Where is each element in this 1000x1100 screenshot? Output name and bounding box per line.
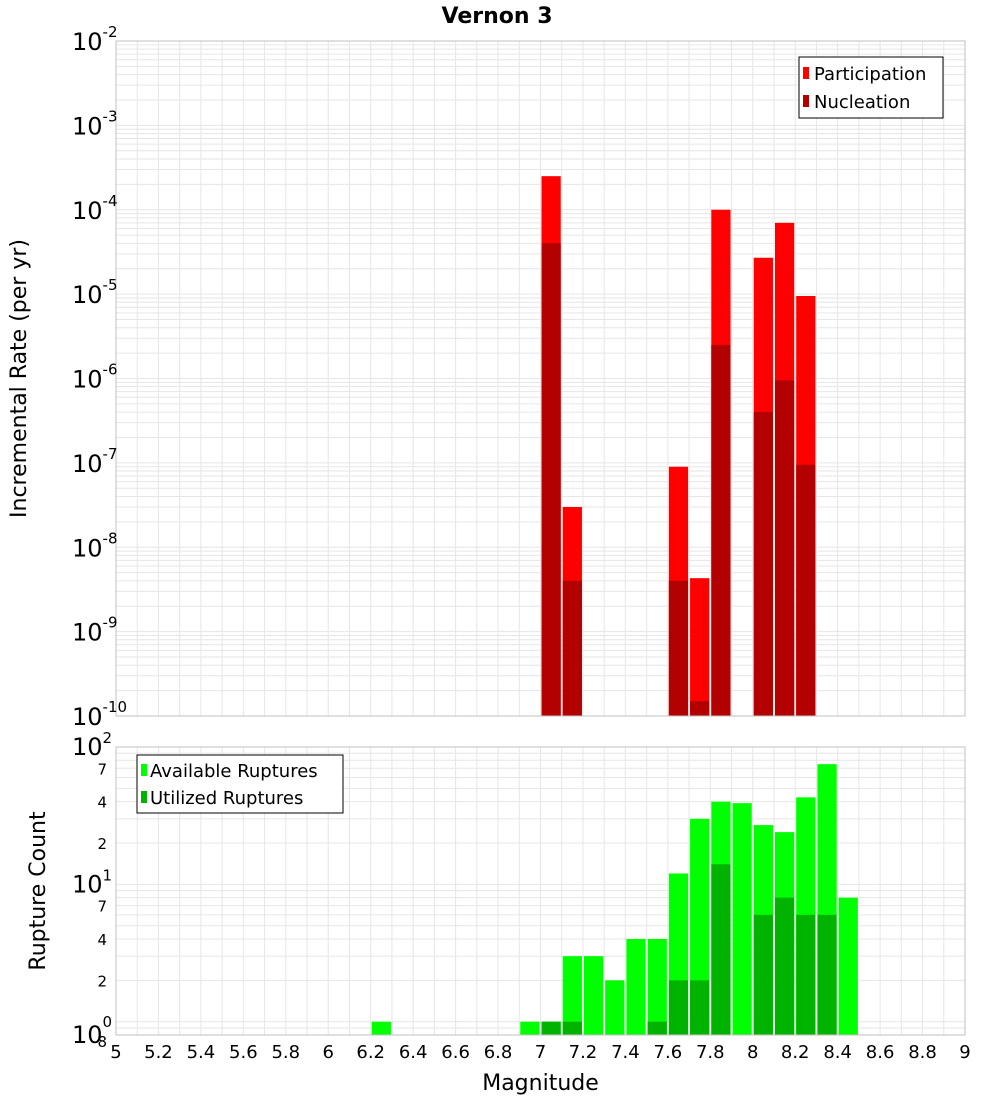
x-tick-label: 6.6	[441, 1042, 470, 1063]
rate-legend-box	[798, 56, 944, 119]
chart-title: Vernon 3	[442, 4, 553, 29]
bar-utilized-ruptures	[668, 980, 689, 1035]
legend-label-utilized: Utilized Ruptures	[150, 788, 303, 809]
bar-nucleation	[796, 464, 816, 716]
bar-available-ruptures	[732, 803, 752, 1035]
legend-label-nucleation: Nucleation	[814, 92, 910, 113]
x-tick-label: 5	[110, 1042, 121, 1063]
rate-y-tick-label: 10-9	[72, 614, 118, 647]
x-tick-label: 5.4	[187, 1042, 216, 1063]
count-y-minor-label: 4	[97, 931, 107, 949]
count-legend-box	[136, 754, 344, 814]
bar-participation	[690, 578, 710, 716]
legend-swatch-utilized	[141, 791, 147, 803]
rate-panel-bars	[541, 176, 816, 717]
bar-utilized-ruptures	[796, 914, 816, 1035]
count-y-minor-label: 7	[97, 760, 107, 778]
x-tick-label: 5.2	[144, 1042, 173, 1063]
bar-nucleation	[711, 344, 731, 716]
rate-y-tick-label: 10-6	[72, 361, 118, 394]
x-tick-label: 7.8	[696, 1042, 725, 1063]
count-panel-bars	[371, 764, 858, 1035]
bar-available-ruptures	[647, 939, 667, 1035]
bar-utilized-ruptures	[753, 914, 773, 1035]
legend-label-available: Available Ruptures	[150, 761, 318, 782]
x-tick-label: 5.6	[229, 1042, 258, 1063]
x-tick-label: 7.2	[569, 1042, 598, 1063]
rate-y-axis-label: Incremental Rate (per yr)	[7, 239, 32, 518]
bar-utilized-ruptures	[817, 914, 837, 1035]
count-y-minor-label: 2	[97, 972, 107, 990]
x-tick-label: 7.6	[654, 1042, 683, 1063]
x-tick-label: 6.8	[484, 1042, 513, 1063]
count-panel-frame	[115, 746, 966, 1036]
x-tick-label: 8.4	[823, 1042, 852, 1063]
bar-nucleation	[774, 380, 795, 716]
bar-available-ruptures	[371, 1021, 391, 1035]
bar-available-ruptures	[838, 897, 858, 1035]
count-y-tick-label: 101	[72, 866, 112, 898]
rate-y-tick-label: 10-10	[72, 698, 127, 731]
rate-y-tick-label: 10-3	[72, 107, 118, 140]
count-y-minor-label: 8	[97, 1033, 107, 1051]
bar-utilized-ruptures	[690, 980, 710, 1035]
bar-utilized-ruptures	[562, 1021, 582, 1035]
bar-nucleation	[562, 580, 582, 716]
rate-panel-frame	[115, 40, 966, 717]
legend-swatch-participation	[803, 67, 809, 79]
x-tick-label: 8.6	[866, 1042, 895, 1063]
x-axis-ticks: 5 5.2 5.4 5.6 5.8 6 6.2 6.4 6.6 6.8 7 7.2 7.4 7.6 7.8 8…	[110, 1042, 970, 1063]
rate-y-tick-label: 10-8	[72, 529, 118, 562]
count-y-tick-label: 100	[72, 1013, 112, 1049]
count-panel: 102 101 100 7 4 2 7 4 2 8 Rupture Count Available…	[26, 729, 966, 1051]
legend-swatch-available	[141, 764, 147, 776]
rate-y-tick-label: 10-2	[72, 23, 118, 56]
count-y-tick-label: 102	[72, 729, 112, 761]
rate-panel: 10-2 10-3 10-4 10-5 10-6 10-7 10-8 10-9 10-10 In…	[7, 23, 966, 731]
bar-utilized-ruptures	[647, 1021, 667, 1035]
rate-y-tick-label: 10-7	[72, 445, 118, 478]
rate-y-tick-label: 10-5	[72, 276, 118, 309]
x-tick-label: 6.4	[399, 1042, 428, 1063]
count-y-minor-label: 7	[97, 898, 107, 916]
bar-utilized-ruptures	[774, 897, 795, 1035]
bar-available-ruptures	[520, 1021, 540, 1035]
x-tick-label: 6.2	[356, 1042, 385, 1063]
bar-available-ruptures	[626, 939, 646, 1035]
count-y-axis-label: Rupture Count	[26, 811, 51, 971]
x-tick-label: 8.2	[781, 1042, 810, 1063]
bar-nucleation	[753, 412, 773, 716]
rate-legend: Participation Nucleation	[798, 56, 944, 119]
bar-available-ruptures	[605, 980, 625, 1035]
bar-nucleation	[541, 243, 561, 717]
x-tick-label: 7.4	[611, 1042, 640, 1063]
rate-y-tick-label: 10-4	[72, 192, 118, 225]
bar-nucleation	[668, 580, 689, 716]
x-tick-label: 8.8	[908, 1042, 937, 1063]
count-legend: Available Ruptures Utilized Ruptures	[136, 754, 344, 814]
legend-swatch-nucleation	[803, 95, 809, 107]
rate-panel-y-ticks: 10-2 10-3 10-4 10-5 10-6 10-7 10-8 10-9 10-10	[72, 23, 127, 731]
x-tick-label: 5.8	[271, 1042, 300, 1063]
bar-utilized-ruptures	[541, 1021, 561, 1035]
x-tick-label: 9	[959, 1042, 970, 1063]
bar-available-ruptures	[583, 956, 604, 1035]
count-panel-y-ticks: 102 101 100 7 4 2 7 4 2 8	[72, 729, 112, 1051]
bar-nucleation	[690, 701, 710, 716]
bar-utilized-ruptures	[711, 864, 731, 1035]
count-y-minor-label: 2	[97, 835, 107, 853]
legend-label-participation: Participation	[814, 64, 926, 85]
x-axis-label: Magnitude	[482, 1071, 599, 1096]
x-tick-label: 7	[535, 1042, 546, 1063]
x-tick-label: 6	[323, 1042, 334, 1063]
rate-panel-grid	[115, 40, 966, 717]
bar-available-ruptures	[562, 956, 582, 1035]
count-y-minor-label: 4	[97, 794, 107, 812]
x-tick-label: 8	[747, 1042, 758, 1063]
